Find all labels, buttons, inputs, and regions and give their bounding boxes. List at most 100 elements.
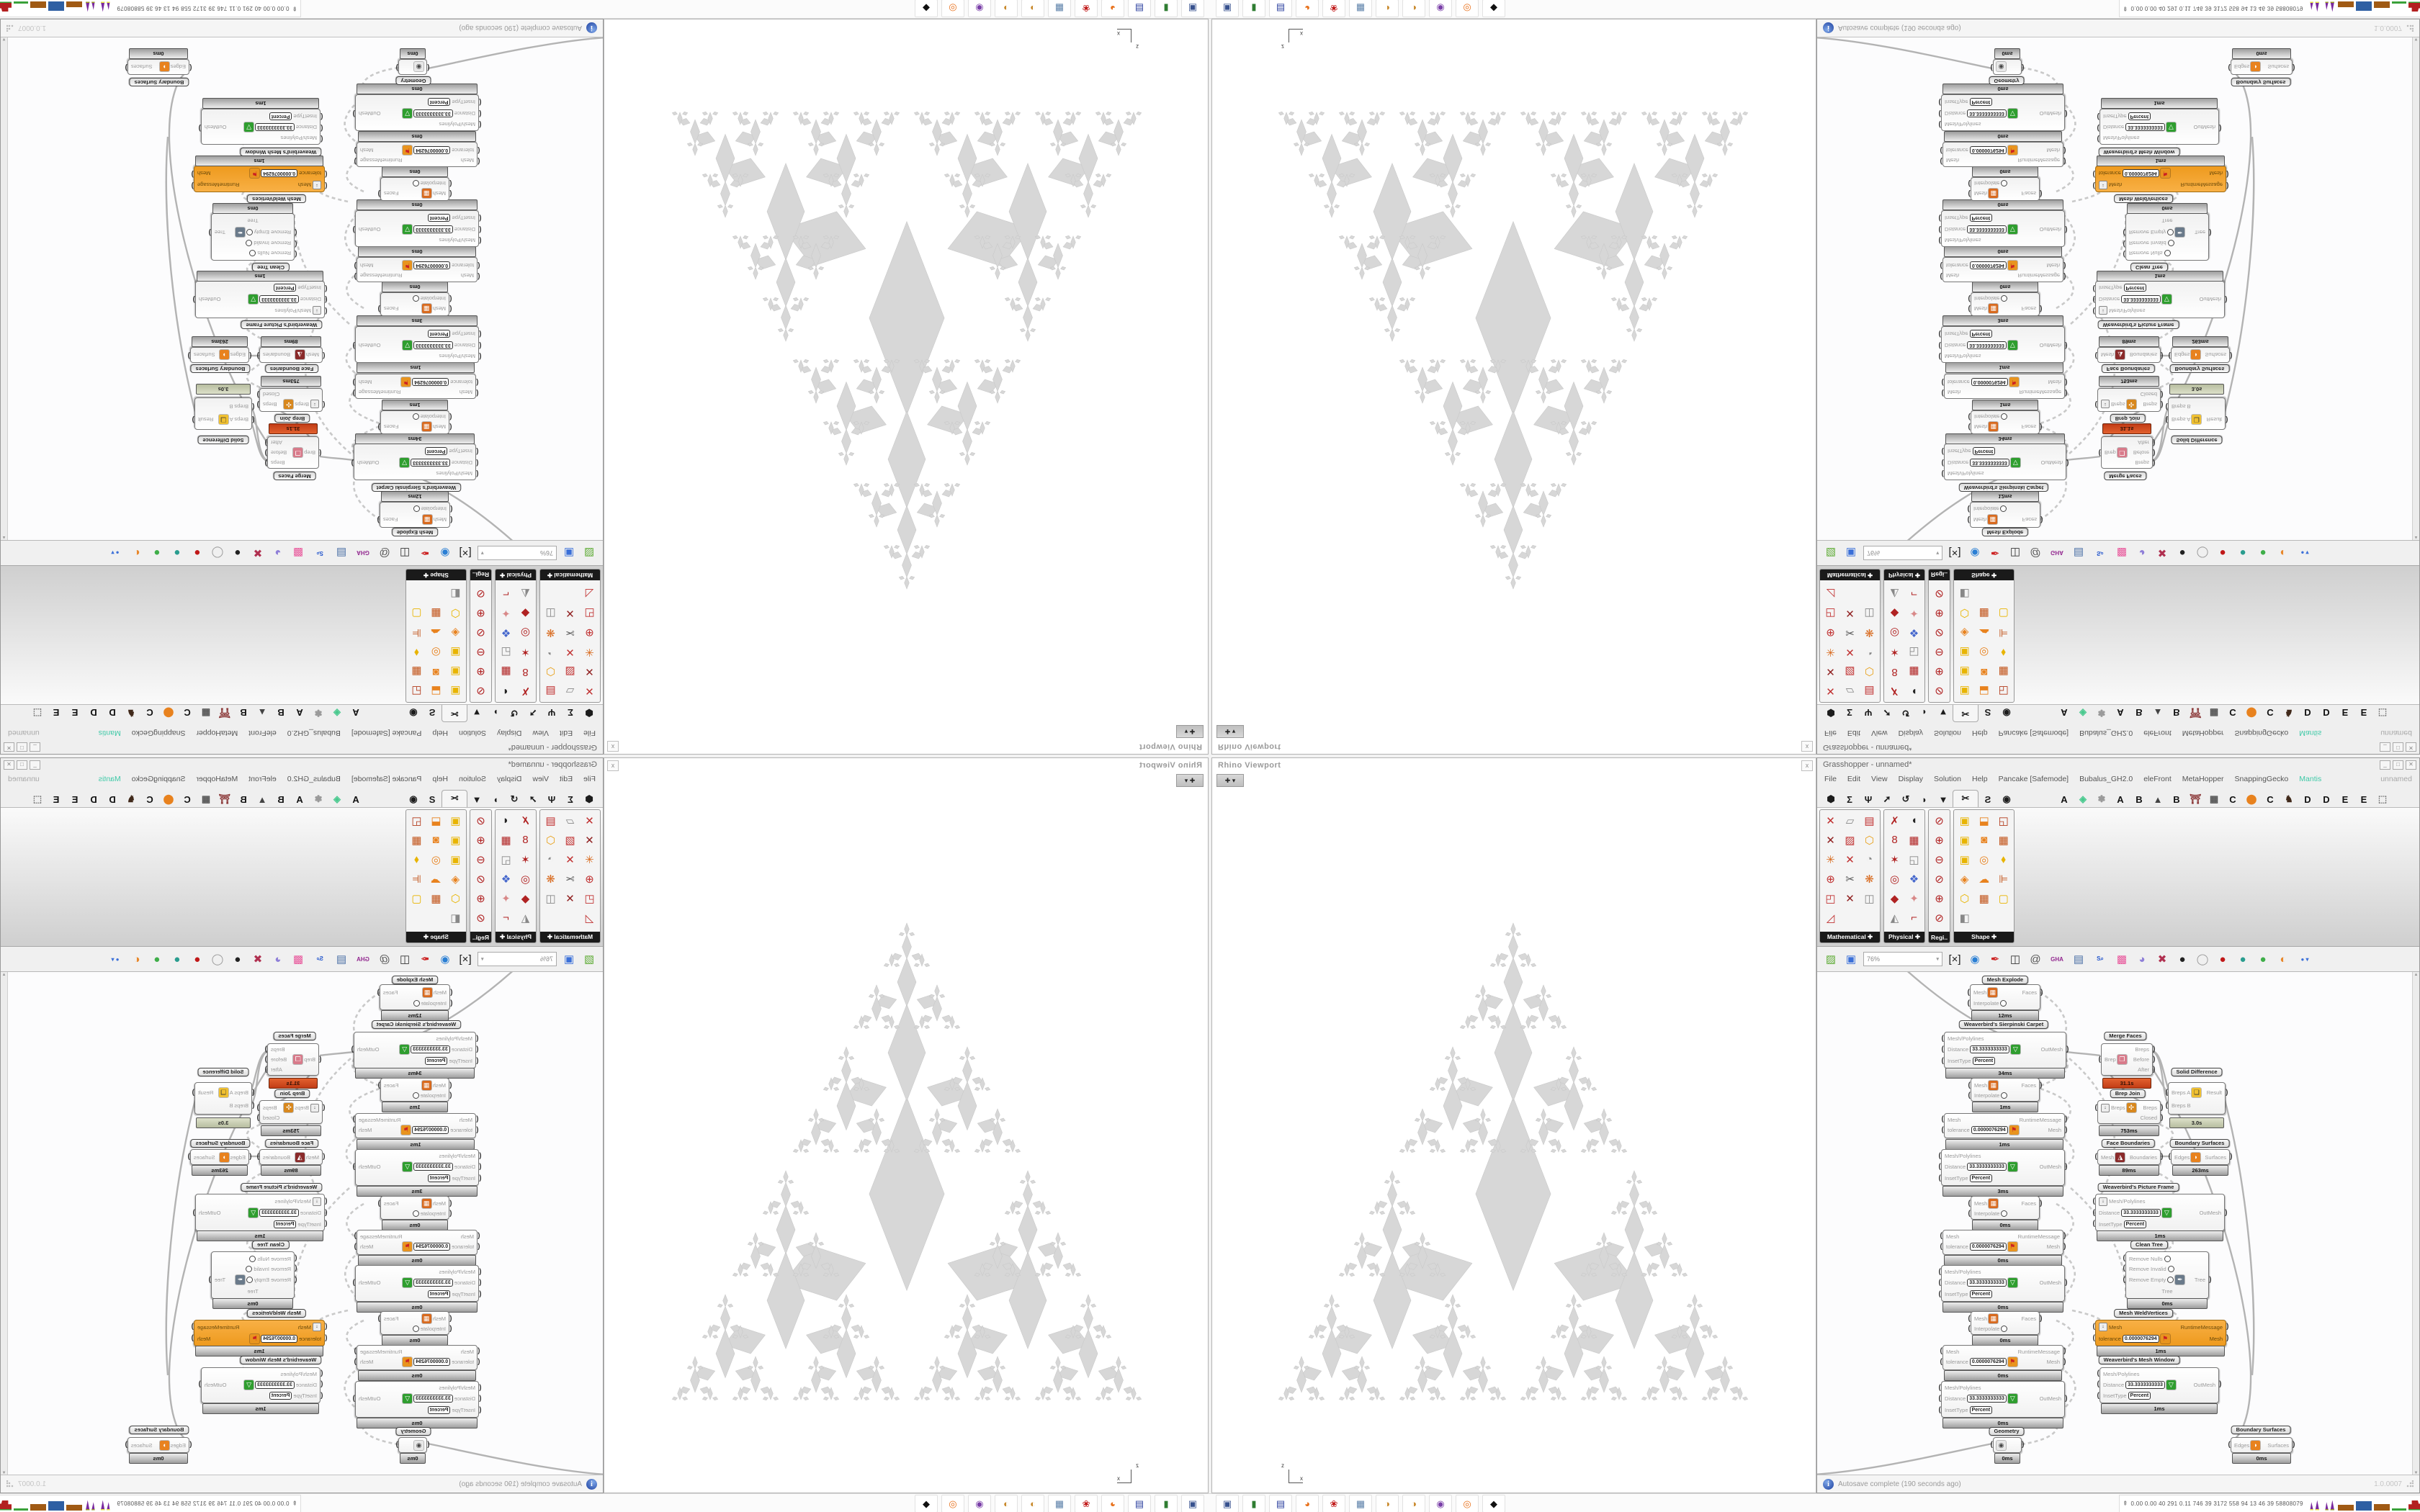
open-file-icon[interactable]: ▨ xyxy=(583,953,595,966)
toggle-circle[interactable] xyxy=(2001,1326,2008,1332)
input-port[interactable]: ( xyxy=(1967,999,1970,1007)
component-nickname-tag[interactable]: Clean Tree xyxy=(2130,263,2168,271)
palette-component-icon-3[interactable]: ✕ xyxy=(585,834,594,847)
input-port[interactable]: ( xyxy=(2092,1323,2095,1331)
addon-tab-icon-0[interactable]: A xyxy=(2061,794,2068,805)
boundary-surfaces-node[interactable]: (Edges ◗ Surfaces) xyxy=(2168,347,2233,363)
weld-vertices-node[interactable]: (Mesh RuntimeMessage)(tolerance 0.00000762… xyxy=(354,1230,480,1255)
component-nickname-tag[interactable]: Weaverbird's Sierpinski Carpet xyxy=(371,1020,462,1029)
value-box[interactable]: 0.0000076294 xyxy=(1971,1126,2008,1135)
palette-component-icon-6[interactable]: ✳ xyxy=(1826,853,1835,866)
palette-component-icon-5[interactable]: ▦ xyxy=(1998,665,2009,678)
addon-tab-icon-1[interactable]: ◈ xyxy=(333,708,341,719)
addon-tab-icon-14[interactable]: D xyxy=(90,794,97,805)
component-nickname-tag[interactable]: Mesh Explode xyxy=(1981,976,2029,984)
sphere-orange-icon[interactable]: ◐ xyxy=(133,546,140,559)
menu-item-pancake-safemode-[interactable]: Pancake [Safemode] xyxy=(351,775,422,783)
menu-item-display[interactable]: Display xyxy=(496,729,522,737)
input-port[interactable]: ( xyxy=(321,1391,323,1400)
weld-vertices-node[interactable]: (Mesh RuntimeMessage)(tolerance 0.00000762… xyxy=(354,1345,480,1370)
output-port[interactable]: ) xyxy=(354,272,357,281)
palette-component-icon-0[interactable]: ⊘ xyxy=(476,685,485,698)
component-nickname-tag[interactable]: Brep Join xyxy=(274,414,310,423)
addon-tab-icon-0[interactable]: A xyxy=(352,707,359,718)
palette-component-icon-9[interactable]: ◈ xyxy=(1960,873,1969,886)
output-port[interactable]: ) xyxy=(2161,1152,2164,1161)
taskbar-app-calculator[interactable]: ▦ xyxy=(1349,1495,1372,1512)
wire-display-icon[interactable]: ✖ xyxy=(253,953,263,966)
palette-component-icon-4[interactable]: ◙ xyxy=(432,834,439,846)
input-port[interactable]: ( xyxy=(479,1394,482,1403)
gha-loader-icon[interactable]: GHA xyxy=(357,549,369,557)
output-port[interactable]: ) xyxy=(2022,1440,2025,1449)
input-port[interactable]: ( xyxy=(1990,63,1993,72)
output-port[interactable]: ) xyxy=(264,1065,267,1074)
palette-component-icon-3[interactable]: ✕ xyxy=(1826,834,1835,847)
addon-tab-icon-2[interactable]: ✽ xyxy=(314,708,323,719)
input-port[interactable]: ( xyxy=(2097,124,2099,132)
output-port[interactable]: ) xyxy=(354,1242,357,1251)
input-port[interactable]: ( xyxy=(1938,1290,1941,1298)
input-port[interactable]: ( xyxy=(1968,1091,1971,1099)
brep-join-node[interactable]: (↓ Breps ✣ Breps) Closed) xyxy=(2095,1100,2164,1124)
zoom-extents-icon[interactable]: [×] xyxy=(1948,546,1961,559)
brep-join-node[interactable]: (↓ Breps ✣ Breps) Closed) xyxy=(257,1100,326,1124)
input-port[interactable]: ( xyxy=(1938,98,1941,107)
solid-preview-icon[interactable]: ● xyxy=(2219,546,2226,559)
palette-component-icon-0[interactable]: ✕ xyxy=(585,685,594,698)
taskbar-app-red-gear-app[interactable]: ❀ xyxy=(1322,1495,1345,1512)
addon-tab-icon-9[interactable]: C xyxy=(184,707,191,718)
input-port[interactable]: ( xyxy=(1940,1242,1942,1251)
palette-component-icon-11[interactable]: ⊫ xyxy=(1999,626,2009,639)
clean-tree-node[interactable]: (Remove Nulls(Remove Invalid(Remove Empt… xyxy=(209,1251,297,1299)
palette-component-icon-11[interactable]: ⊫ xyxy=(1999,873,2009,886)
output-port[interactable]: ) xyxy=(352,378,355,387)
palette-component-icon-10[interactable]: ☁ xyxy=(1978,626,1990,639)
input-port[interactable]: ( xyxy=(1941,1056,1944,1065)
value-box[interactable]: Percent xyxy=(427,330,451,338)
input-port[interactable]: ( xyxy=(1968,189,1971,198)
input-port[interactable]: ( xyxy=(319,1055,322,1063)
output-port[interactable]: ) xyxy=(377,423,380,431)
palette-component-icon-11[interactable]: ❋ xyxy=(1865,873,1874,886)
output-port[interactable]: ) xyxy=(125,63,127,72)
palette-component-icon-8[interactable]: ◔ xyxy=(547,853,555,865)
toggle-circle[interactable] xyxy=(246,240,253,247)
palette-component-icon-1[interactable]: ⬓ xyxy=(1978,685,1989,698)
input-port[interactable]: ( xyxy=(449,1209,452,1218)
palette-component-icon-2[interactable]: ▤ xyxy=(1864,814,1875,827)
menu-item-pancake-safemode-[interactable]: Pancake [Safemode] xyxy=(1998,775,2069,783)
finder-icon[interactable]: S⌕ xyxy=(316,550,323,557)
merge-faces-node[interactable]: Breps)(Brep ❐ Before) After) xyxy=(265,436,322,469)
taskbar-app-blender[interactable]: ◎ xyxy=(1456,1495,1479,1512)
input-port[interactable]: ( xyxy=(449,1324,452,1333)
component-nickname-tag[interactable]: Brep Join xyxy=(2110,414,2146,423)
addon-tab-icon-1[interactable]: ◈ xyxy=(2079,793,2087,804)
input-port[interactable]: ( xyxy=(2092,284,2095,293)
output-port[interactable]: ) xyxy=(2066,459,2069,467)
output-port[interactable]: ) xyxy=(352,109,355,118)
value-box[interactable]: 33.3333333333 xyxy=(1967,1395,2007,1403)
value-box[interactable]: Percent xyxy=(424,447,448,455)
palette-component-icon-12[interactable]: ⬡ xyxy=(1960,892,1970,905)
input-port[interactable]: ( xyxy=(1938,109,1941,118)
palette-component-icon-3[interactable]: ⊘ xyxy=(476,873,485,886)
category-tab-icon-0[interactable]: ⬢ xyxy=(585,708,593,719)
mesh-explode-node[interactable]: (Mesh ▦ Faces)(Interpolate xyxy=(1967,984,2043,1010)
input-port[interactable]: ( xyxy=(479,1278,482,1287)
taskbar-app-paint-palette2[interactable]: ◑ xyxy=(995,0,1018,17)
palette-component-icon-9[interactable]: ◈ xyxy=(1960,626,1969,639)
value-box[interactable]: Percent xyxy=(2128,1392,2151,1400)
output-port[interactable]: ) xyxy=(192,295,195,304)
addon-tab-icon-15[interactable]: E xyxy=(71,707,79,718)
value-box[interactable]: 0.0000076294 xyxy=(1969,1358,2007,1367)
output-port[interactable]: ) xyxy=(352,1125,355,1134)
output-port[interactable]: ) xyxy=(2161,1103,2164,1112)
taskbar-app-calculator[interactable]: ▦ xyxy=(1048,0,1071,17)
palette-component-icon-4[interactable]: ✶ xyxy=(1890,646,1899,659)
palette-component-icon-14[interactable]: ▢ xyxy=(411,892,422,905)
toggle-circle[interactable] xyxy=(249,1255,256,1262)
input-port[interactable]: ( xyxy=(2168,351,2171,360)
input-port[interactable]: ( xyxy=(1968,413,1971,421)
palette-component-icon-13[interactable]: ✕ xyxy=(565,607,575,620)
